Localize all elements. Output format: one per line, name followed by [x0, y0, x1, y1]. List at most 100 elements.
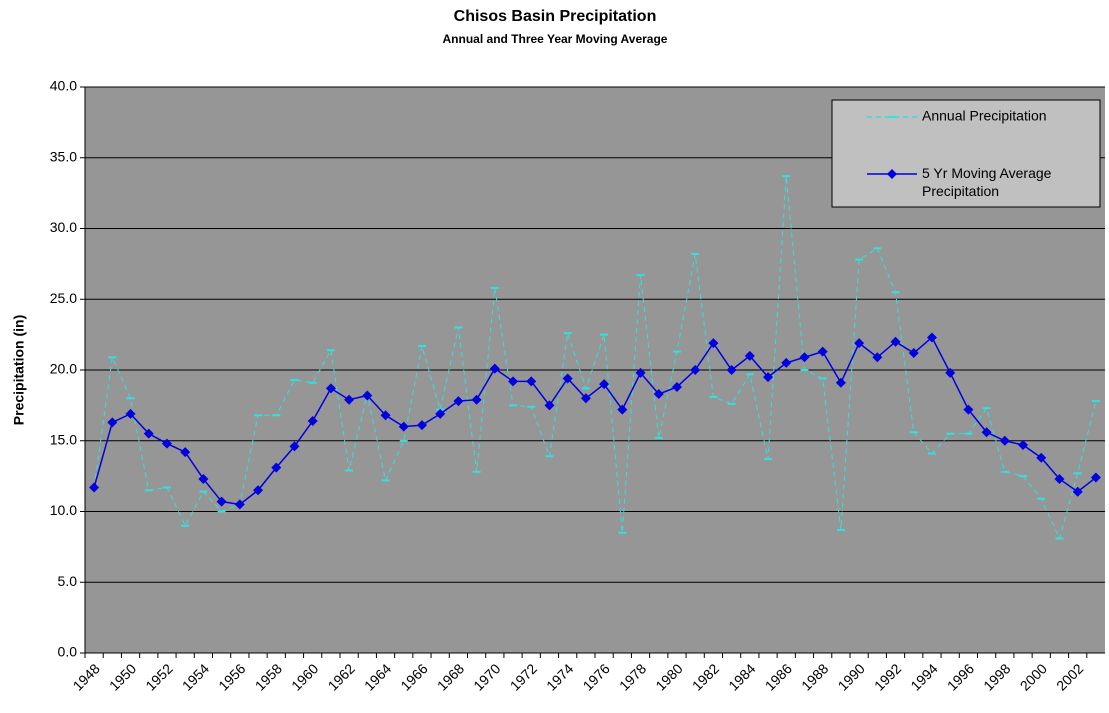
x-tick-label: 1962 — [325, 660, 358, 693]
x-tick-label: 1984 — [725, 660, 758, 693]
x-tick-label: 1998 — [980, 660, 1013, 693]
point-marker — [981, 427, 992, 438]
x-tick-label: 1970 — [470, 660, 503, 693]
point-marker — [289, 441, 300, 452]
x-tick-label: 1978 — [616, 660, 649, 693]
x-tick-label: 1968 — [434, 660, 467, 693]
legend-label-line: 5 Yr Moving Average — [922, 165, 1052, 181]
point-marker — [799, 352, 810, 363]
point-marker — [325, 383, 336, 394]
y-tick-label: 5.0 — [58, 573, 78, 589]
y-tick-label: 0.0 — [58, 644, 78, 660]
point-marker — [1054, 473, 1065, 484]
point-marker — [234, 499, 245, 510]
point-marker — [180, 447, 191, 458]
point-marker — [562, 373, 573, 384]
point-marker — [872, 352, 883, 363]
point-marker — [653, 389, 664, 400]
x-tick-label: 1960 — [288, 660, 321, 693]
legend-label: Annual Precipitation — [922, 108, 1047, 124]
point-marker — [580, 393, 591, 404]
point-marker — [1018, 439, 1029, 450]
point-marker — [307, 415, 318, 426]
point-marker — [926, 332, 937, 343]
point-marker — [544, 400, 555, 411]
y-tick-label: 40.0 — [50, 78, 77, 94]
y-tick-label: 15.0 — [50, 431, 77, 447]
x-tick-label: 1992 — [871, 660, 904, 693]
chart-title: Chisos Basin Precipitation — [454, 8, 657, 25]
x-tick-label: 1974 — [543, 660, 576, 693]
point-marker — [635, 367, 646, 378]
x-tick-label: 2002 — [1053, 660, 1086, 693]
x-tick-label: 1966 — [397, 660, 430, 693]
point-marker — [526, 376, 537, 387]
series-line — [93, 336, 1097, 506]
legend-box — [831, 99, 1101, 208]
x-tick-label: 1980 — [652, 660, 685, 693]
x-tick-label: 1996 — [944, 660, 977, 693]
point-marker — [107, 417, 118, 428]
point-marker — [690, 365, 701, 375]
point-marker — [1072, 486, 1083, 497]
point-marker — [744, 350, 755, 361]
x-tick-label: 1958 — [252, 660, 285, 693]
x-tick-label: 1948 — [70, 660, 103, 693]
point-marker — [854, 338, 865, 349]
point-marker — [617, 404, 628, 415]
x-tick-label: 1956 — [215, 660, 248, 693]
point-marker — [726, 365, 737, 375]
point-marker — [817, 346, 828, 357]
point-marker — [198, 473, 209, 484]
x-tick-label: 1986 — [762, 660, 795, 693]
point-marker — [416, 420, 427, 431]
y-tick-label: 35.0 — [50, 148, 77, 164]
point-marker — [489, 363, 500, 374]
point-marker — [908, 348, 919, 359]
point-marker — [253, 485, 264, 496]
point-marker — [216, 496, 227, 507]
point-marker — [125, 408, 136, 419]
point-marker — [708, 338, 719, 349]
point-marker — [945, 367, 956, 378]
series-line — [93, 176, 1097, 540]
x-tick-label: 1954 — [179, 660, 212, 693]
legend-label-line: Precipitation — [922, 183, 999, 199]
point-marker — [508, 376, 519, 387]
legend-label: 5 Yr Moving Average Precipitation — [922, 165, 1052, 199]
x-tick-label: 1950 — [106, 660, 139, 693]
point-marker — [835, 377, 846, 388]
y-tick-label: 10.0 — [50, 502, 77, 518]
point-marker — [89, 482, 100, 493]
point-marker — [763, 372, 774, 383]
point-marker — [453, 396, 464, 407]
point-marker — [271, 462, 282, 473]
point-marker — [890, 336, 901, 347]
point-marker — [781, 357, 792, 368]
point-marker — [362, 390, 373, 401]
chart-subtitle: Annual and Three Year Moving Average — [443, 32, 668, 46]
x-tick-label: 1994 — [907, 660, 940, 693]
point-marker — [435, 408, 446, 419]
y-tick-label: 30.0 — [50, 219, 77, 235]
point-marker — [471, 394, 482, 405]
x-tick-label: 1988 — [798, 660, 831, 693]
point-marker — [1036, 452, 1047, 463]
x-tick-label: 1952 — [142, 660, 175, 693]
legend-marker — [887, 169, 897, 179]
point-marker — [344, 394, 355, 405]
point-marker — [671, 381, 682, 392]
x-tick-label: 1972 — [507, 660, 540, 693]
point-marker — [1090, 472, 1101, 483]
x-tick-label: 2000 — [1017, 660, 1050, 693]
point-marker — [380, 410, 391, 421]
x-tick-label: 1964 — [361, 660, 394, 693]
x-tick-label: 1982 — [689, 660, 722, 693]
y-tick-label: 20.0 — [50, 361, 77, 377]
point-marker — [999, 435, 1010, 446]
point-marker — [161, 438, 172, 449]
x-tick-label: 1990 — [835, 660, 868, 693]
point-marker — [963, 404, 974, 415]
point-marker — [599, 379, 610, 390]
